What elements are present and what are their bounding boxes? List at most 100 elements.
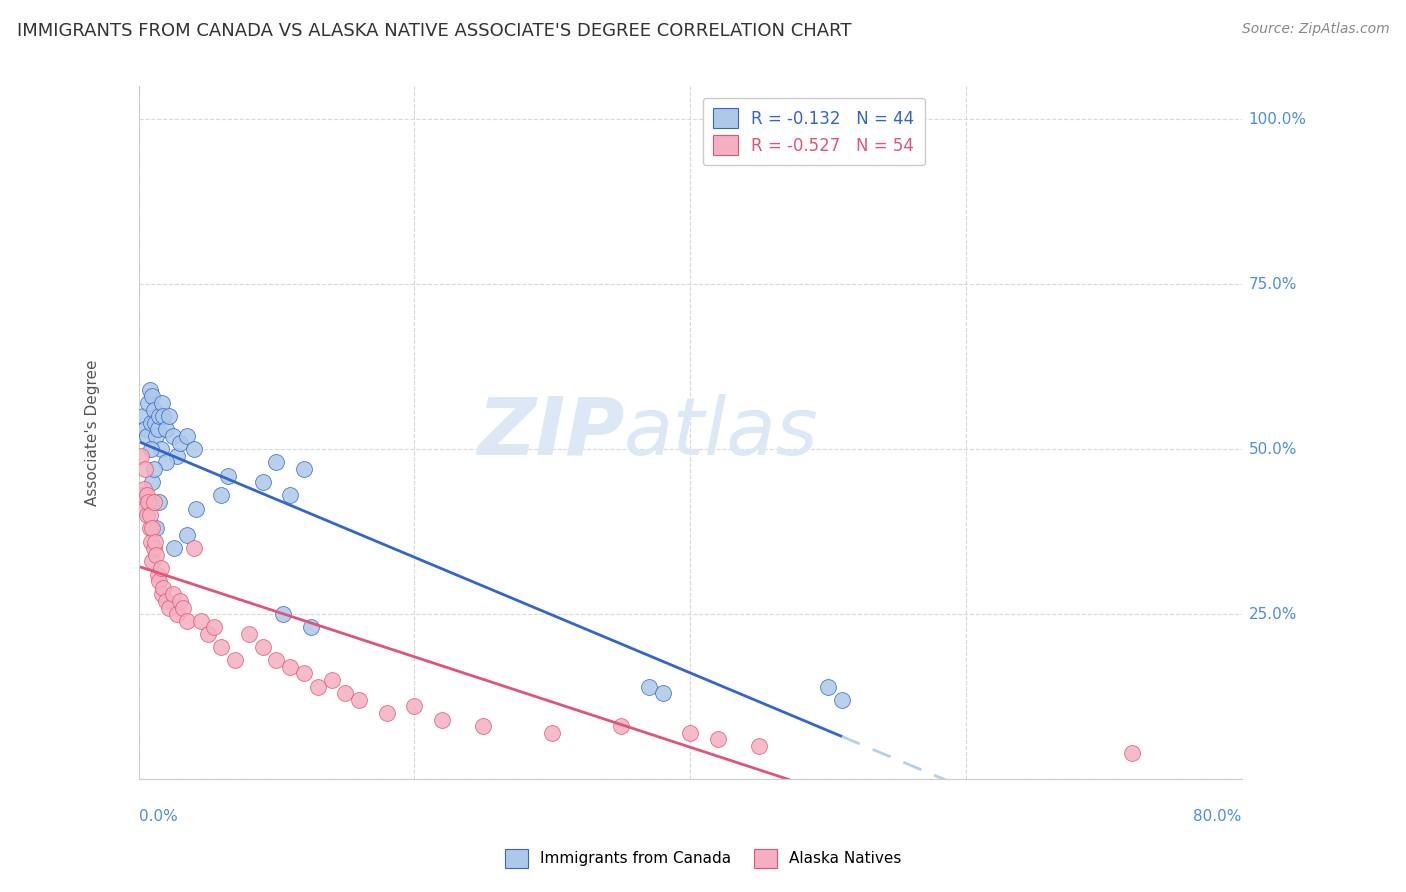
Point — [307, 680, 329, 694]
Text: Source: ZipAtlas.com: Source: ZipAtlas.com — [1241, 22, 1389, 37]
Point — [155, 594, 177, 608]
Point — [135, 429, 157, 443]
Point — [831, 693, 853, 707]
Point — [141, 475, 163, 490]
Point — [238, 627, 260, 641]
Point — [145, 521, 167, 535]
Point — [169, 594, 191, 608]
Point — [135, 488, 157, 502]
Point — [217, 468, 239, 483]
Point — [266, 653, 288, 667]
Point — [278, 488, 301, 502]
Point — [141, 389, 163, 403]
Point — [190, 614, 212, 628]
Point — [148, 495, 170, 509]
Point — [131, 409, 153, 424]
Point — [176, 528, 198, 542]
Text: 80.0%: 80.0% — [1194, 809, 1241, 823]
Point — [150, 396, 173, 410]
Point — [292, 666, 315, 681]
Point — [134, 462, 156, 476]
Point — [209, 640, 232, 654]
Point — [292, 462, 315, 476]
Point — [321, 673, 343, 687]
Point — [138, 383, 160, 397]
Point — [252, 475, 274, 490]
Point — [148, 409, 170, 424]
Point — [134, 422, 156, 436]
Point — [142, 541, 165, 556]
Point — [197, 627, 219, 641]
Point — [209, 488, 232, 502]
Point — [155, 455, 177, 469]
Text: 75.0%: 75.0% — [1249, 277, 1298, 292]
Point — [142, 495, 165, 509]
Point — [679, 726, 702, 740]
Point — [152, 581, 174, 595]
Point — [224, 653, 246, 667]
Point — [134, 501, 156, 516]
Point — [162, 587, 184, 601]
Point — [169, 435, 191, 450]
Point — [186, 501, 208, 516]
Text: 0.0%: 0.0% — [139, 809, 177, 823]
Point — [273, 607, 295, 621]
Point — [141, 554, 163, 568]
Point — [136, 396, 159, 410]
Text: IMMIGRANTS FROM CANADA VS ALASKA NATIVE ASSOCIATE'S DEGREE CORRELATION CHART: IMMIGRANTS FROM CANADA VS ALASKA NATIVE … — [17, 22, 852, 40]
Point — [139, 442, 162, 457]
Text: Associate's Degree: Associate's Degree — [84, 359, 100, 506]
Point — [266, 455, 288, 469]
Point — [143, 534, 166, 549]
Point — [148, 574, 170, 588]
Legend: R = -0.132   N = 44, R = -0.527   N = 54: R = -0.132 N = 44, R = -0.527 N = 54 — [703, 98, 925, 166]
Point — [131, 488, 153, 502]
Point — [176, 429, 198, 443]
Point — [610, 719, 633, 733]
Point — [157, 409, 180, 424]
Point — [176, 614, 198, 628]
Point — [146, 422, 169, 436]
Point — [155, 422, 177, 436]
Point — [152, 409, 174, 424]
Point — [183, 541, 205, 556]
Point — [1121, 746, 1143, 760]
Point — [138, 508, 160, 523]
Point — [430, 713, 453, 727]
Point — [637, 680, 659, 694]
Point — [145, 429, 167, 443]
Point — [166, 607, 188, 621]
Point — [145, 548, 167, 562]
Point — [335, 686, 357, 700]
Point — [183, 442, 205, 457]
Point — [166, 449, 188, 463]
Point — [202, 620, 225, 634]
Point — [278, 660, 301, 674]
Point — [172, 600, 194, 615]
Point — [146, 567, 169, 582]
Point — [748, 739, 770, 753]
Point — [136, 495, 159, 509]
Point — [149, 561, 172, 575]
Point — [163, 541, 186, 556]
Point — [135, 508, 157, 523]
Point — [143, 416, 166, 430]
Legend: Immigrants from Canada, Alaska Natives: Immigrants from Canada, Alaska Natives — [499, 843, 907, 873]
Point — [375, 706, 398, 720]
Point — [162, 429, 184, 443]
Point — [138, 521, 160, 535]
Text: ZIP: ZIP — [477, 393, 624, 472]
Point — [132, 482, 155, 496]
Point — [299, 620, 322, 634]
Point — [404, 699, 426, 714]
Point — [541, 726, 564, 740]
Point — [139, 534, 162, 549]
Point — [142, 402, 165, 417]
Point — [139, 416, 162, 430]
Point — [138, 495, 160, 509]
Point — [651, 686, 673, 700]
Point — [817, 680, 839, 694]
Point — [141, 521, 163, 535]
Point — [131, 449, 153, 463]
Point — [157, 600, 180, 615]
